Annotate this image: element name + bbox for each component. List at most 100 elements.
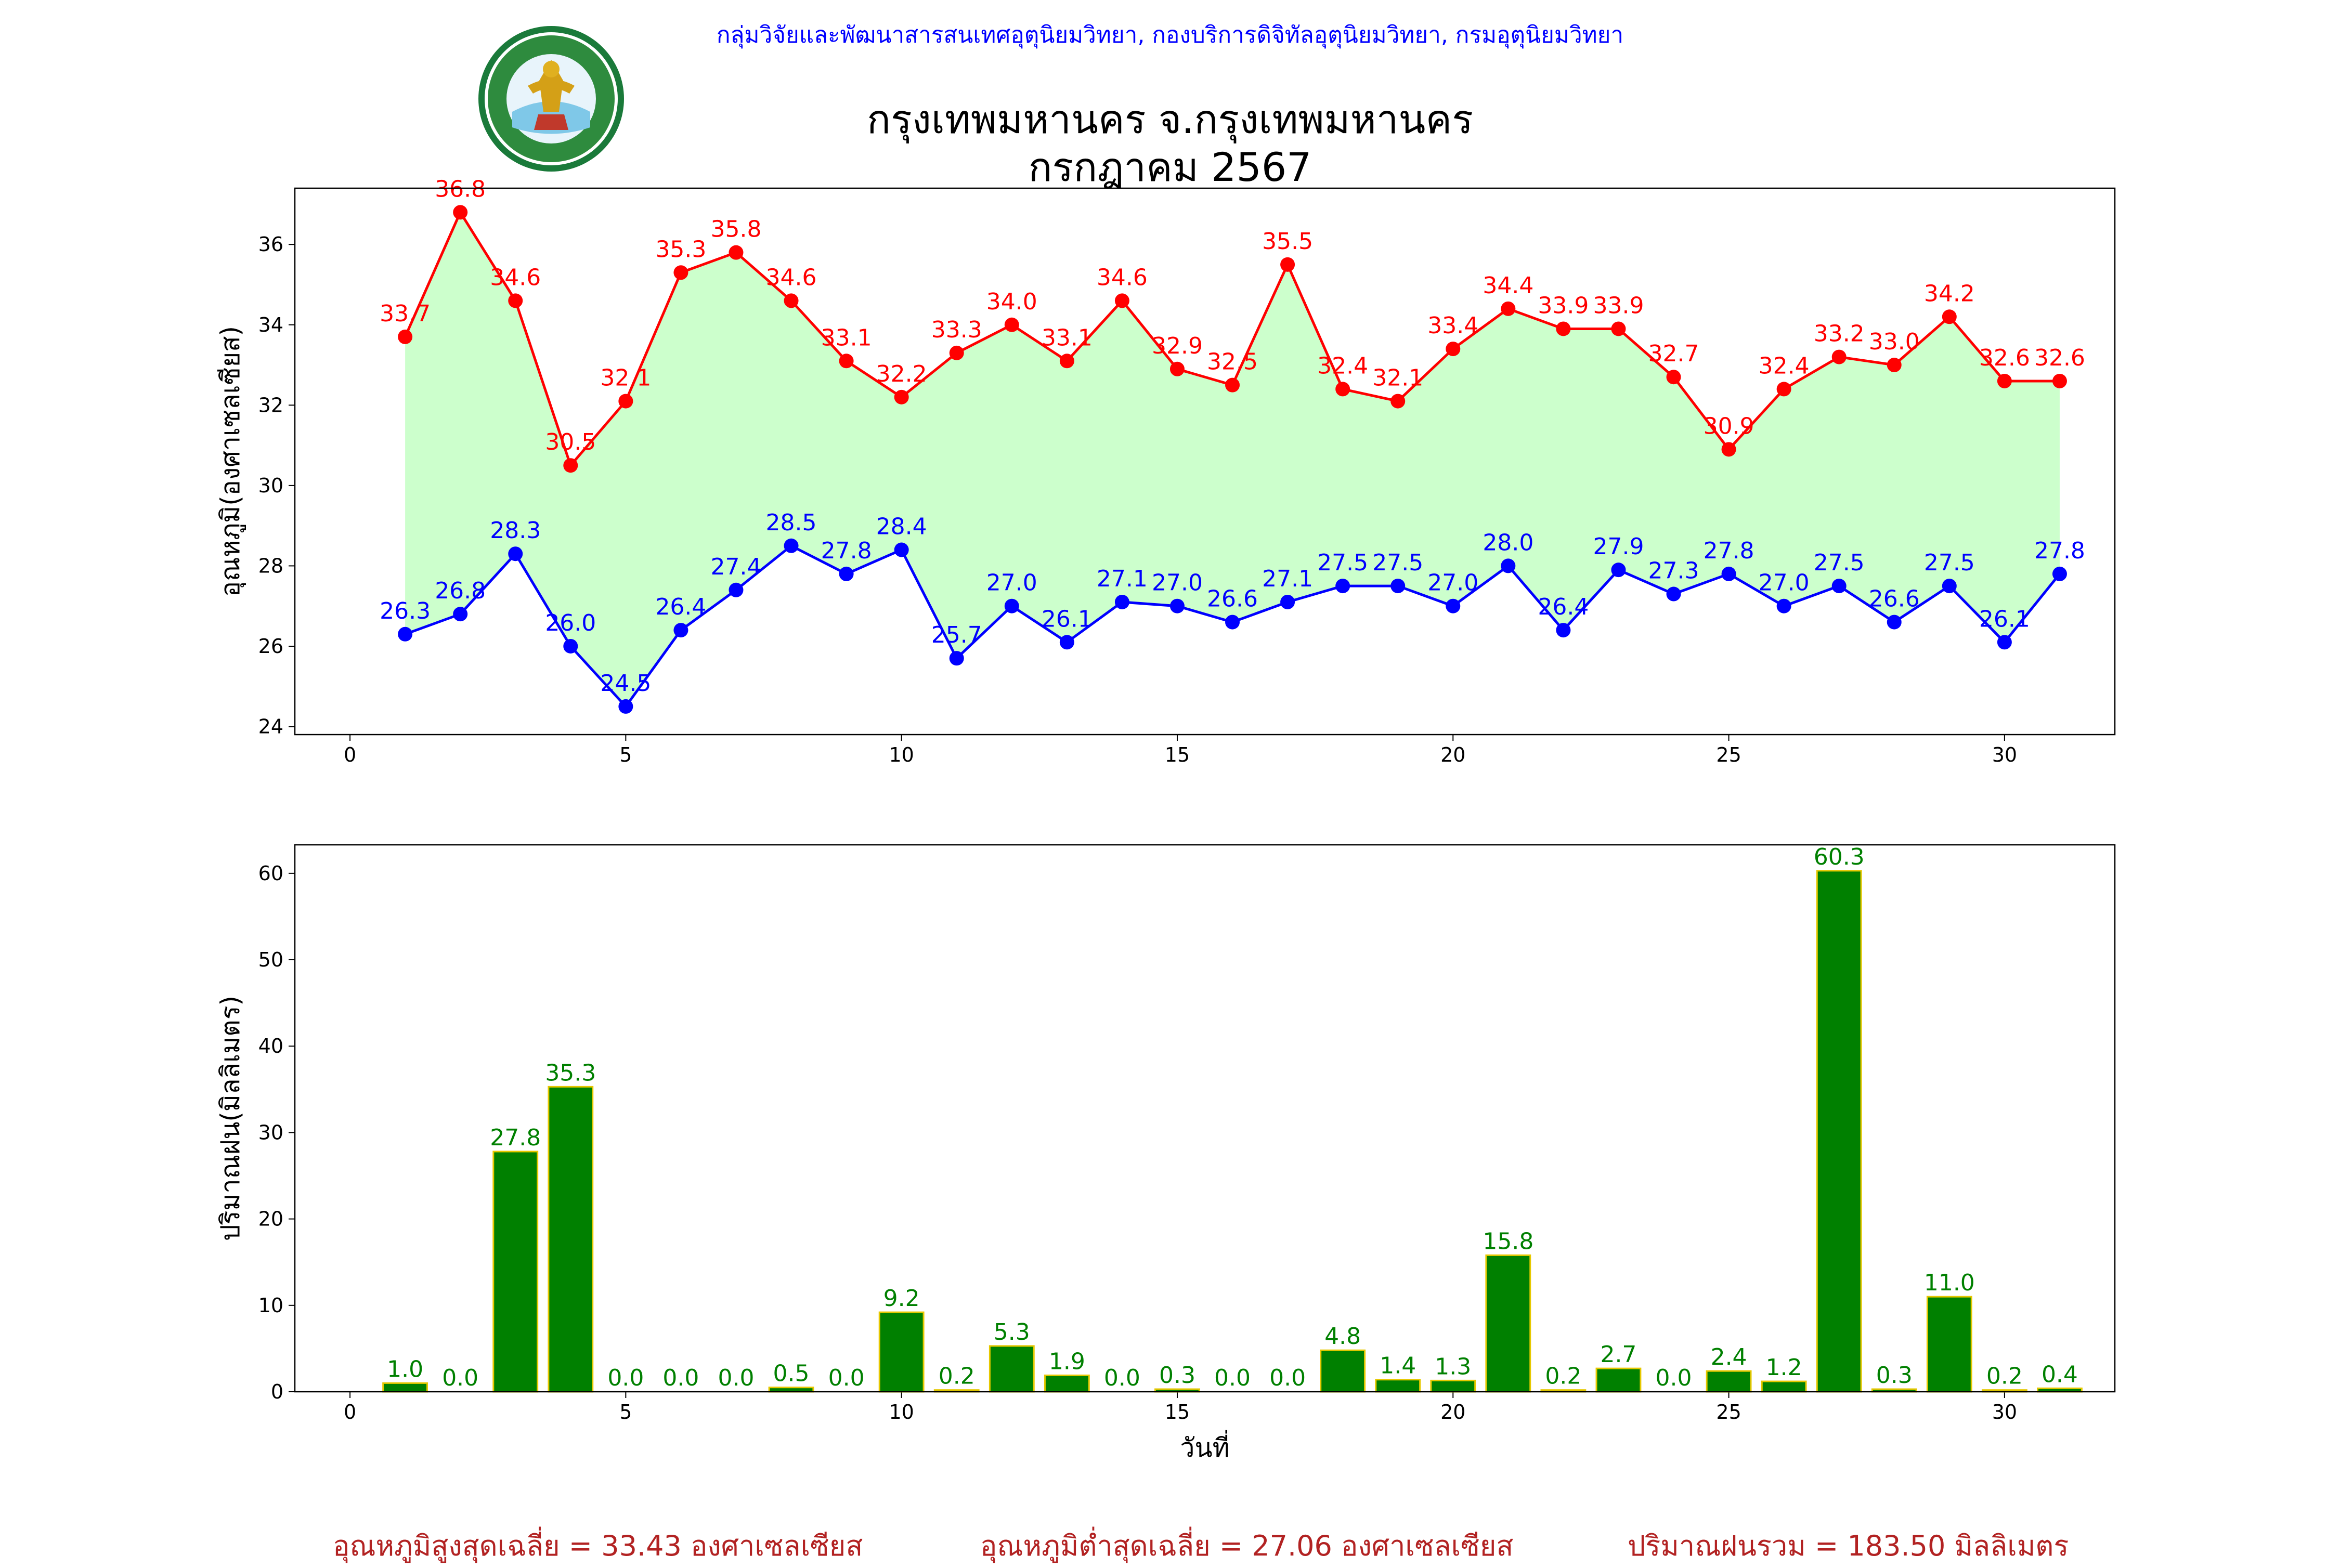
max-temperature-point <box>1942 309 1957 324</box>
min-temperature-point <box>1335 579 1350 594</box>
max-temperature-point <box>1776 382 1791 397</box>
rain-bar-label: 2.7 <box>1600 1341 1636 1368</box>
max-temperature-label: 33.9 <box>1593 292 1644 319</box>
rain-bar-label: 0.0 <box>662 1365 699 1391</box>
max-temperature-point <box>1831 349 1847 364</box>
min-temperature-label: 27.8 <box>2034 538 2085 564</box>
x-tick-label: 5 <box>619 1401 632 1423</box>
rain-bar-label: 0.3 <box>1876 1362 1913 1389</box>
rain-bar <box>1816 870 1862 1393</box>
summary-total-rain: ปริมาณฝนรวม = 183.50 มิลลิเมตร <box>1628 1530 2069 1562</box>
max-temperature-label: 34.6 <box>490 264 541 291</box>
max-temperature-label: 32.1 <box>1372 365 1423 391</box>
rain-bar <box>548 1086 594 1393</box>
min-temperature-label: 27.4 <box>711 554 762 580</box>
min-temperature-label: 26.4 <box>1538 594 1589 620</box>
rain-bar-label: 0.0 <box>1214 1365 1251 1391</box>
x-tick-label: 15 <box>1165 743 1190 766</box>
max-temperature-label: 33.2 <box>1814 321 1865 347</box>
y-tick-label: 28 <box>258 554 283 577</box>
temperature-plot-frame <box>294 187 2116 736</box>
min-temperature-label: 27.5 <box>1814 550 1865 576</box>
rain-bar-label: 1.0 <box>387 1356 423 1382</box>
min-temperature-label: 27.0 <box>1427 570 1478 596</box>
min-temperature-label: 26.4 <box>655 594 706 620</box>
x-tick-label: 30 <box>1992 743 2017 766</box>
min-temperature-label: 25.7 <box>931 622 982 648</box>
max-temperature-label: 32.5 <box>1207 349 1258 375</box>
x-tick-label: 25 <box>1716 743 1741 766</box>
rain-bar <box>1044 1374 1090 1393</box>
rain-bar-label: 0.0 <box>1656 1365 1692 1391</box>
min-temperature-point <box>1390 579 1406 594</box>
max-temperature-label: 32.9 <box>1152 333 1203 359</box>
rain-bar-label: 15.8 <box>1483 1228 1533 1255</box>
min-temperature-point <box>1446 598 1461 613</box>
min-temperature-point <box>398 626 413 642</box>
y-axis-label: ปริมาณฝน(มิลลิเมตร) <box>215 996 245 1241</box>
rain-bar <box>492 1151 539 1393</box>
min-temperature-point <box>673 623 688 638</box>
max-temperature-point <box>784 293 799 308</box>
min-temperature-point <box>1280 594 1295 609</box>
y-tick-label: 26 <box>258 635 283 658</box>
y-tick-label: 24 <box>258 715 283 738</box>
rain-bar-label: 0.2 <box>939 1363 975 1390</box>
min-temperature-label: 28.3 <box>490 517 541 544</box>
rain-bar-label: 0.3 <box>1159 1362 1195 1389</box>
min-temperature-label: 27.1 <box>1262 566 1313 592</box>
max-temperature-label: 30.5 <box>545 429 596 455</box>
x-tick-label: 20 <box>1440 743 1465 766</box>
min-temperature-point <box>1666 586 1681 602</box>
chart-title-month: กรกฎาคม 2567 <box>1028 144 1312 190</box>
rain-bar <box>989 1345 1035 1393</box>
y-tick-label: 20 <box>258 1208 283 1231</box>
rain-bar-label: 4.8 <box>1324 1323 1361 1350</box>
min-temperature-point <box>729 582 744 597</box>
min-temperature-point <box>563 638 578 654</box>
rain-bar <box>382 1382 428 1393</box>
max-temperature-label: 33.4 <box>1427 312 1478 339</box>
y-tick-label: 30 <box>258 1121 283 1144</box>
min-temperature-point <box>1225 615 1240 630</box>
max-temperature-label: 34.0 <box>986 289 1037 315</box>
max-temperature-label: 35.8 <box>711 216 762 243</box>
y-axis-label: อุณหภูมิ(องศาเซลเซียส) <box>215 326 246 597</box>
max-temperature-point <box>1556 321 1571 336</box>
max-temperature-label: 32.2 <box>876 361 927 387</box>
max-temperature-label: 33.7 <box>380 300 431 327</box>
max-temperature-point <box>2052 373 2067 388</box>
max-temperature-label: 32.7 <box>1648 341 1699 367</box>
x-tick-label: 15 <box>1165 1401 1190 1423</box>
rain-bar-label: 9.2 <box>883 1285 920 1312</box>
max-temperature-label: 32.6 <box>2034 345 2085 371</box>
max-temperature-point <box>508 293 523 308</box>
x-tick-label: 20 <box>1440 1401 1465 1423</box>
max-temperature-point <box>453 205 468 220</box>
max-temperature-label: 33.9 <box>1538 292 1589 319</box>
max-temperature-point <box>1335 382 1350 397</box>
rain-bar-label: 1.4 <box>1380 1353 1416 1379</box>
y-tick-label: 50 <box>258 948 283 971</box>
min-temperature-point <box>949 651 964 666</box>
max-temperature-point <box>1280 257 1295 272</box>
y-tick-label: 34 <box>258 313 283 336</box>
min-temperature-label: 27.8 <box>1704 538 1754 564</box>
rain-bar-label: 0.4 <box>2042 1361 2078 1388</box>
rain-bar <box>1320 1349 1366 1393</box>
rain-bar-label: 2.4 <box>1711 1344 1747 1370</box>
rain-bar-label: 0.5 <box>773 1361 810 1387</box>
rain-bar-label: 1.3 <box>1435 1353 1471 1380</box>
chart-title-location: กรุงเทพมหานคร จ.กรุงเทพมหานคร <box>866 96 1474 142</box>
y-tick-label: 36 <box>258 233 283 256</box>
min-temperature-label: 28.4 <box>876 514 927 540</box>
max-temperature-point <box>1887 358 1902 373</box>
rain-bar <box>1706 1370 1752 1393</box>
min-temperature-point <box>1059 635 1074 650</box>
rain-bar-label: 27.8 <box>490 1125 541 1151</box>
max-temperature-point <box>839 354 854 369</box>
x-tick-label: 0 <box>344 743 356 766</box>
max-temperature-point <box>894 389 909 404</box>
min-temperature-point <box>1169 598 1185 613</box>
